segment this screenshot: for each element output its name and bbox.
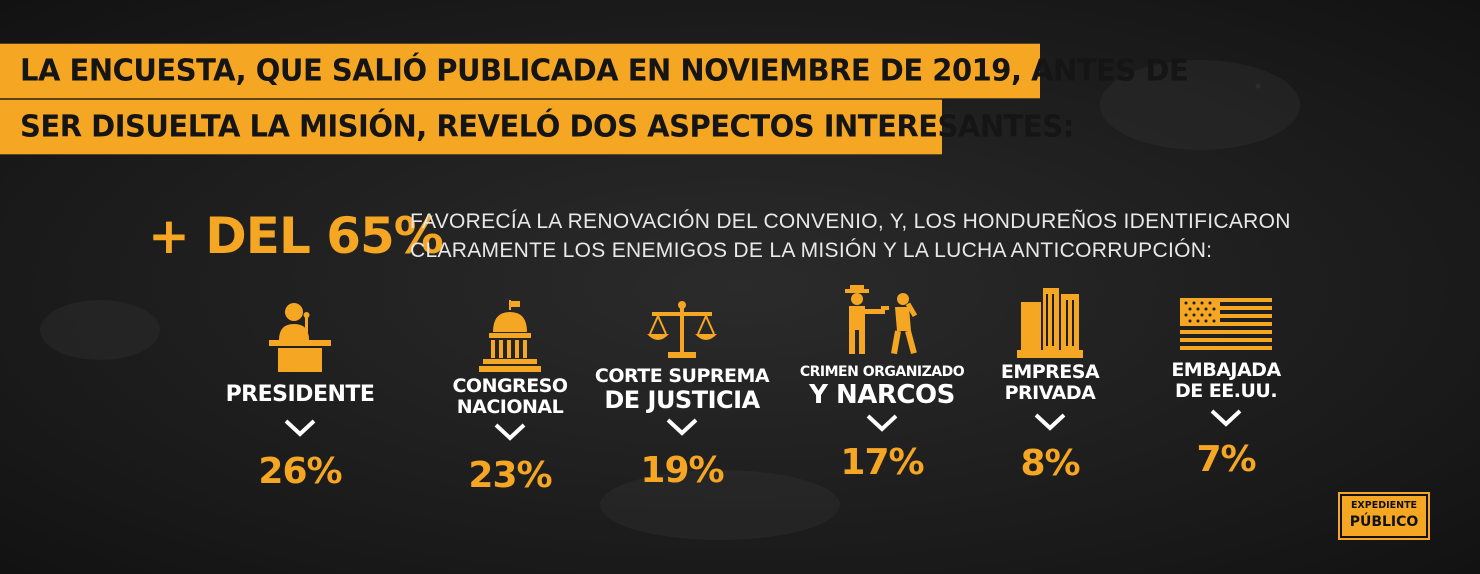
- highlight-description-line-2: CLARAMENTE LOS ENEMIGOS DE LA MISIÓN Y L…: [410, 239, 1213, 262]
- chevron-down-icon: [666, 418, 698, 436]
- category-crimen-organizado: CRIMEN ORGANIZADO Y NARCOS 17%: [792, 285, 972, 483]
- capitol-icon: [479, 300, 541, 372]
- category-label-line-1: CORTE SUPREMA: [594, 365, 770, 387]
- chevron-down-icon: [866, 414, 898, 432]
- highlight-description: FAVORECÍA LA RENOVACIÓN DEL CONVENIO, Y,…: [410, 207, 1291, 265]
- category-percent: 8%: [1020, 443, 1080, 484]
- gunman-icon: [845, 285, 918, 355]
- category-label-line-2: Y NARCOS: [809, 380, 955, 410]
- category-label-line-1: EMPRESA: [1000, 361, 1100, 383]
- texture-spot: [40, 300, 160, 360]
- category-embajada-eeuu: EMBAJADA DE EE.UU. 7%: [1136, 298, 1316, 480]
- highlight-stat: + DEL 65%: [148, 207, 444, 265]
- category-presidente: PRESIDENTE 26%: [210, 300, 390, 492]
- category-label-line-2: PRIVADA: [1004, 382, 1096, 404]
- category-percent: 7%: [1196, 439, 1256, 480]
- category-congreso-nacional: CONGRESO NACIONAL 23%: [420, 300, 600, 496]
- chevron-down-icon: [1210, 409, 1242, 427]
- category-corte-suprema: CORTE SUPREMA DE JUSTICIA 19%: [592, 300, 772, 491]
- category-label: PRESIDENTE: [225, 382, 375, 407]
- scales-icon: [647, 301, 717, 358]
- category-label-line-2: DE EE.UU.: [1174, 380, 1278, 402]
- chevron-down-icon: [284, 419, 316, 437]
- category-label-line-1: CRIMEN ORGANIZADO: [799, 364, 965, 380]
- category-empresa-privada: EMPRESA PRIVADA 8%: [960, 284, 1140, 484]
- category-label-line-2: DE JUSTICIA: [604, 386, 760, 414]
- logo-line-1: EXPEDIENTE: [1350, 500, 1418, 511]
- category-label-line-2: NACIONAL: [456, 396, 564, 418]
- category-label-line-1: EMBAJADA: [1171, 359, 1281, 381]
- category-percent: 23%: [468, 455, 552, 496]
- buildings-icon: [1017, 288, 1083, 358]
- podium-icon: [269, 303, 331, 372]
- us-flag-icon: [1180, 298, 1272, 350]
- category-percent: 17%: [840, 442, 924, 483]
- highlight-description-line-1: FAVORECÍA LA RENOVACIÓN DEL CONVENIO, Y,…: [410, 210, 1291, 233]
- chevron-down-icon: [1034, 413, 1066, 431]
- headline-line-1: LA ENCUESTA, QUE SALIÓ PUBLICADA EN NOVI…: [0, 43, 1189, 99]
- category-percent: 19%: [640, 450, 724, 491]
- category-percent: 26%: [258, 451, 342, 492]
- headline-line-2: SER DISUELTA LA MISIÓN, REVELÓ DOS ASPEC…: [0, 99, 1074, 155]
- logo-line-2: PÚBLICO: [1349, 514, 1419, 530]
- chevron-down-icon: [494, 423, 526, 441]
- category-label-line-1: CONGRESO: [452, 375, 568, 397]
- expediente-publico-logo: EXPEDIENTE PÚBLICO: [1340, 494, 1428, 538]
